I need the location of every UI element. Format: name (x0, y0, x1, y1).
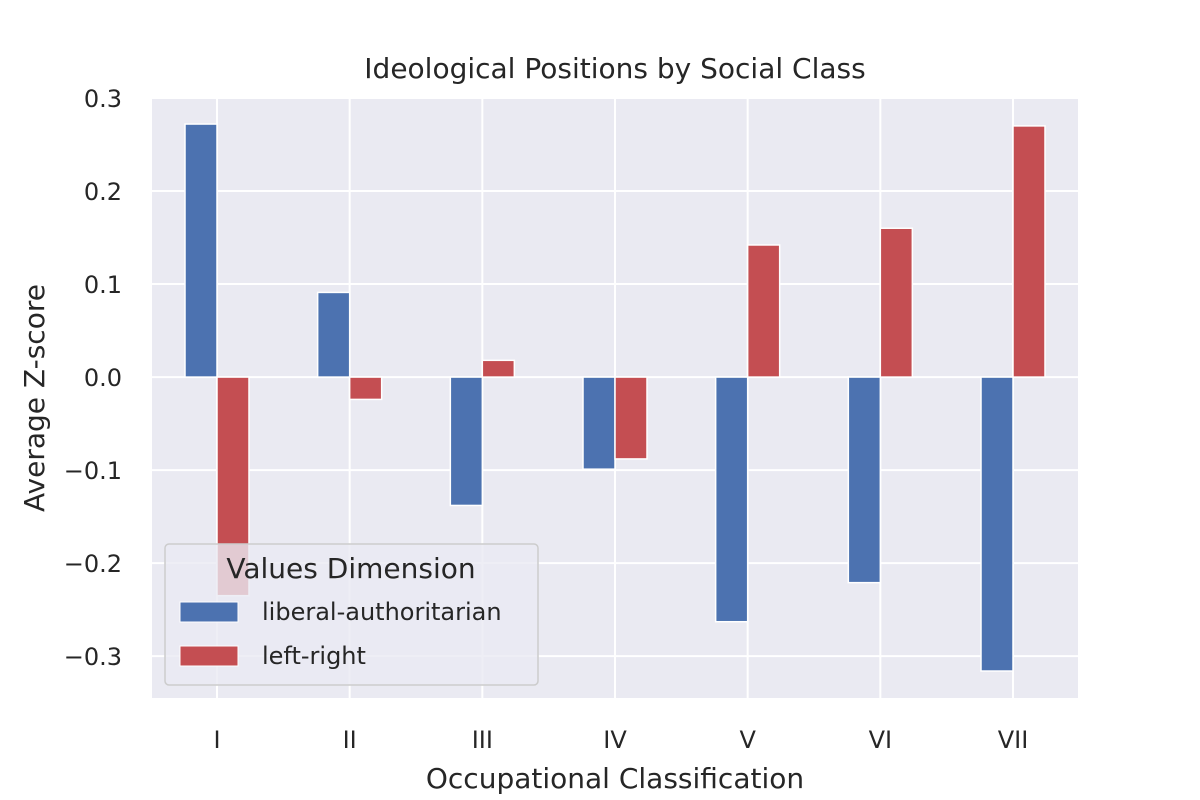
x-tick-label: V (739, 726, 756, 754)
x-tick-label: III (472, 726, 493, 754)
y-tick-label: 0.2 (84, 178, 122, 206)
legend-box (164, 543, 539, 686)
y-tick-label: −0.2 (64, 550, 122, 578)
bar-liberal-authoritarian-VII (980, 376, 1014, 672)
y-tick-label: 0.3 (84, 85, 122, 113)
bar-left-right-V (746, 244, 781, 378)
bar-left-right-VII (1012, 125, 1046, 378)
x-axis-label: Occupational Classification (426, 762, 804, 795)
legend-swatch-left-right (179, 645, 239, 667)
y-tick-label: 0.1 (84, 271, 122, 299)
y-tick-label: 0.0 (84, 364, 122, 392)
bar-left-right-VI (879, 227, 914, 378)
bar-liberal-authoritarian-III (449, 376, 484, 507)
x-tick-label: VI (869, 726, 893, 754)
x-tick-label: II (343, 726, 357, 754)
legend-swatch-liberal-authoritarian (179, 601, 239, 623)
y-tick-label: −0.1 (64, 457, 122, 485)
bars (184, 123, 1046, 672)
bar-left-right-III (481, 359, 516, 378)
bar-liberal-authoritarian-VI (847, 376, 882, 584)
bar-left-right-II (348, 376, 383, 401)
x-tick-label: VII (998, 726, 1029, 754)
bar-liberal-authoritarian-IV (582, 376, 616, 470)
x-ticks: I II III IV V VI VII (213, 726, 1028, 754)
chart-title: Ideological Positions by Social Class (364, 52, 865, 85)
bar-left-right-IV (614, 376, 648, 460)
legend-label-left-right: left-right (262, 642, 366, 670)
y-tick-label: −0.3 (64, 643, 122, 671)
x-tick-label: IV (603, 726, 627, 754)
legend-label-liberal-authoritarian: liberal-authoritarian (262, 598, 502, 626)
y-axis-label: Average Z-score (18, 284, 51, 512)
legend-title: Values Dimension (226, 552, 475, 585)
bar-liberal-authoritarian-I (184, 123, 218, 378)
legend: Values Dimension liberal-authoritarian l… (164, 543, 539, 686)
y-ticks: 0.3 0.2 0.1 0.0 −0.1 −0.2 −0.3 (64, 85, 122, 671)
bar-liberal-authoritarian-II (316, 291, 351, 378)
bar-liberal-authoritarian-V (714, 376, 749, 623)
x-tick-label: I (213, 726, 220, 754)
